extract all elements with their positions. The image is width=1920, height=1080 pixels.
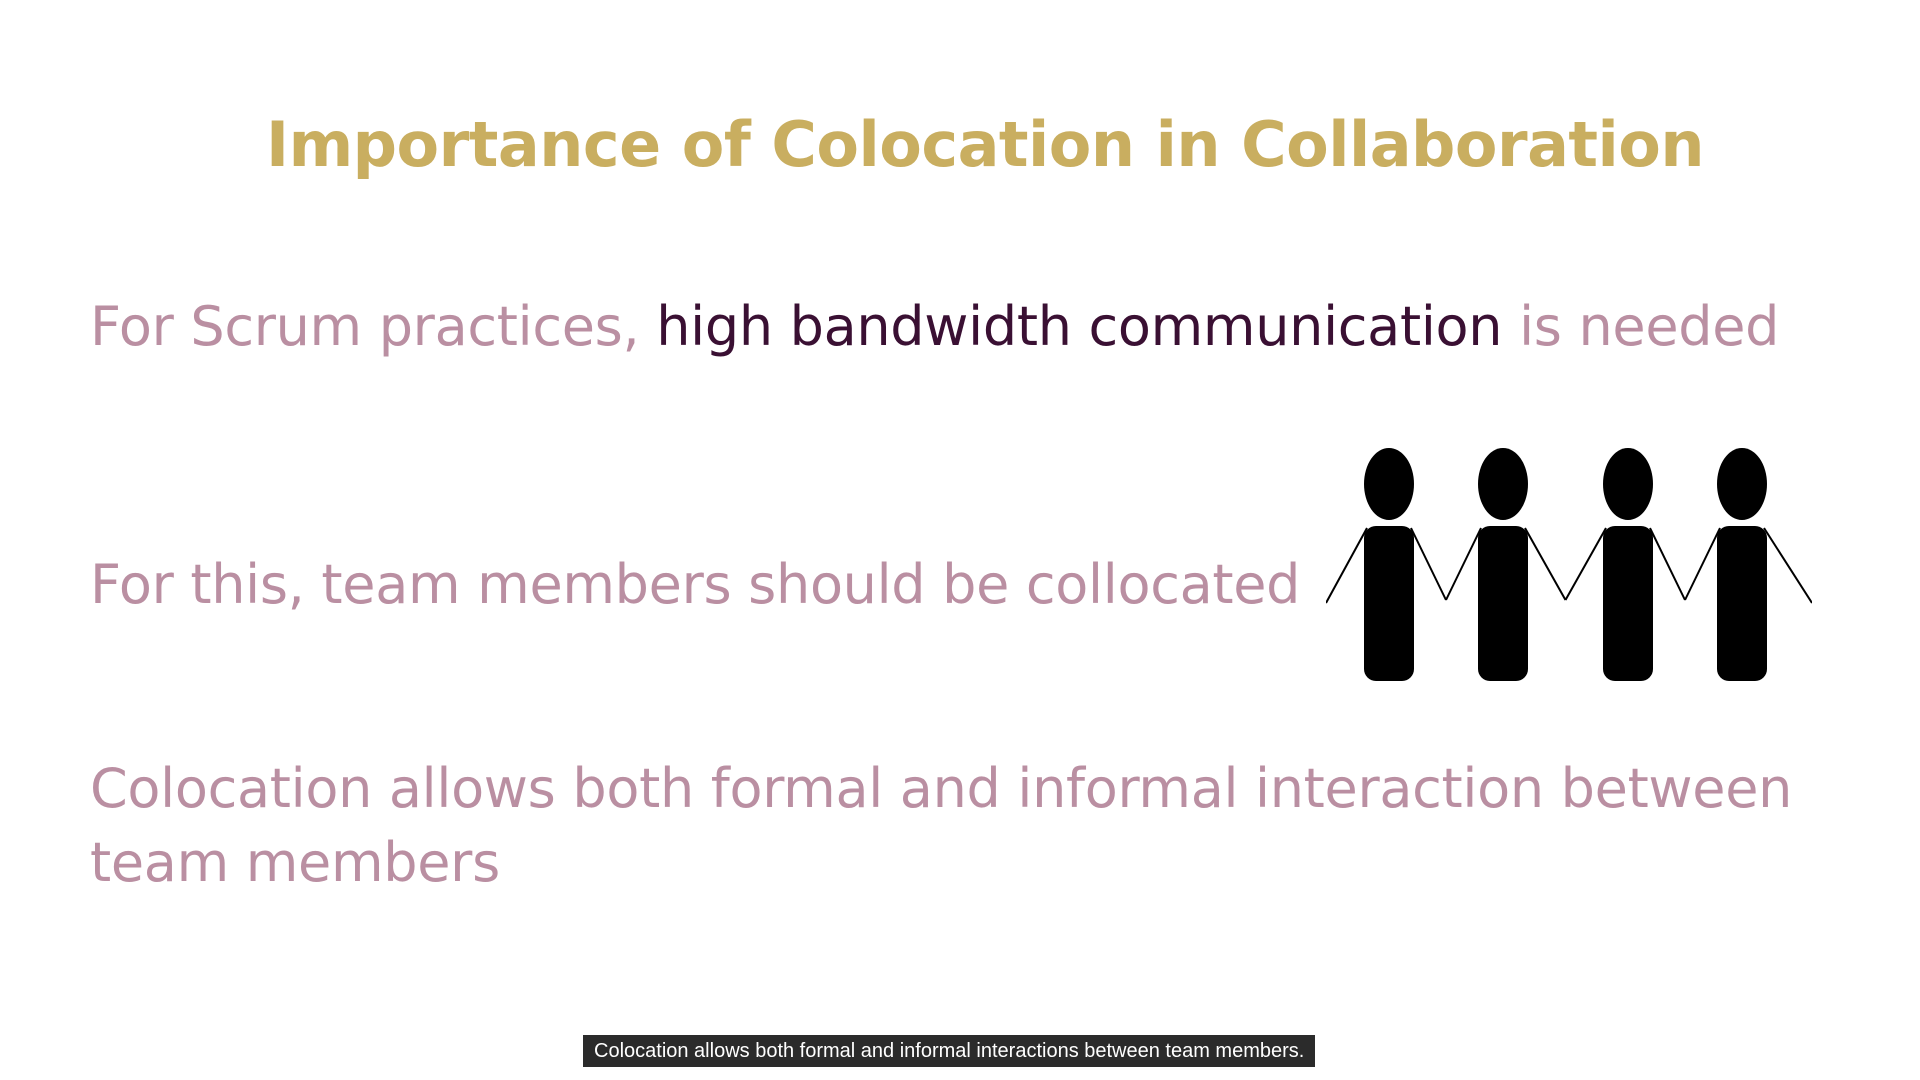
figure-head xyxy=(1603,448,1653,520)
bullet-1-highlight: high bandwidth communication xyxy=(656,295,1503,358)
figure-arm xyxy=(1763,527,1812,604)
figure-arm xyxy=(1410,527,1447,601)
figure-body xyxy=(1717,526,1767,681)
figure-head xyxy=(1717,448,1767,520)
people-holding-hands-icon xyxy=(1326,448,1812,681)
bullet-line-3: Colocation allows both formal and inform… xyxy=(90,757,1793,894)
bullet-1-suffix: is needed xyxy=(1502,295,1780,358)
figure-arm xyxy=(1564,527,1607,601)
slide-title: Importance of Colocation in Collaboratio… xyxy=(266,108,1705,181)
figure-arm xyxy=(1326,527,1368,604)
figure-head xyxy=(1478,448,1528,520)
figure-arm xyxy=(1649,527,1686,601)
subtitle-caption: Colocation allows both formal and inform… xyxy=(583,1035,1316,1067)
bullet-1-prefix: For Scrum practices, xyxy=(90,295,657,358)
figure-arm xyxy=(1445,527,1482,601)
bullet-line-2: For this, team members should be colloca… xyxy=(90,553,1301,616)
figure-arm xyxy=(1684,527,1721,601)
bullet-line-1: For Scrum practices, high bandwidth comm… xyxy=(90,295,1779,358)
figure-head xyxy=(1364,448,1414,520)
figure-body xyxy=(1603,526,1653,681)
figure-body xyxy=(1364,526,1414,681)
figure-body xyxy=(1478,526,1528,681)
figure-arm xyxy=(1524,527,1567,601)
